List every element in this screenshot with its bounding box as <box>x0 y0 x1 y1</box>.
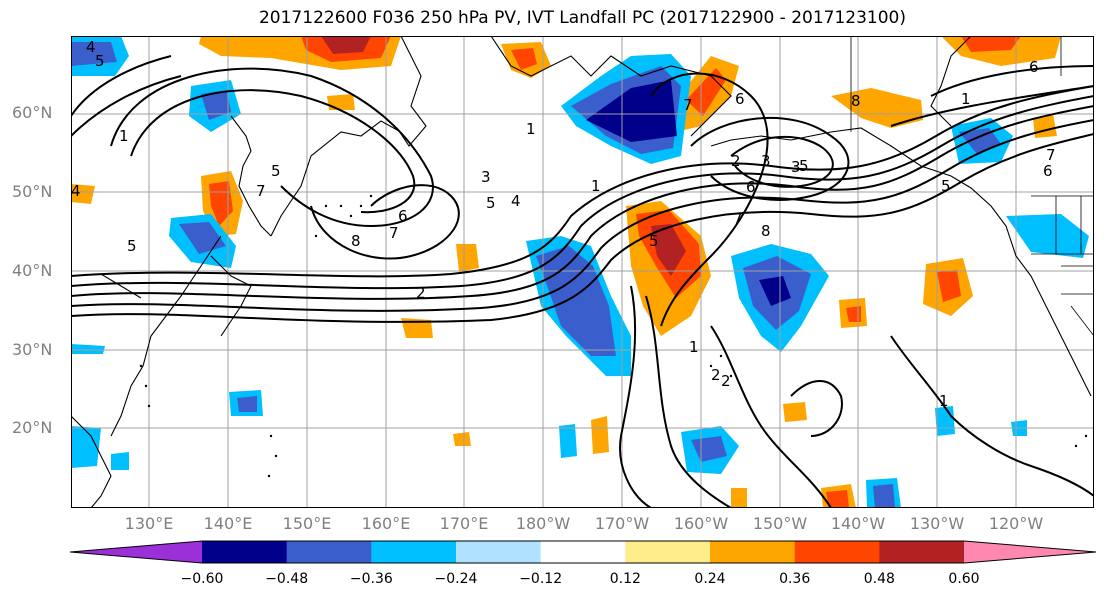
lon-label-180w: 180°W <box>515 514 571 533</box>
colorbar-bin <box>710 541 796 563</box>
contour-label: 2 <box>731 152 741 170</box>
colorbar-bin <box>456 541 542 563</box>
contour-label: 1 <box>939 392 949 410</box>
colorbar-tick-label: 0.36 <box>779 571 811 587</box>
contour-label: 5 <box>649 232 659 250</box>
colorbar-tick-label: −0.36 <box>349 571 393 587</box>
contour-label: 3 <box>761 152 771 170</box>
contour-label: 4 <box>511 192 521 210</box>
lon-label-160w: 160°W <box>673 514 729 533</box>
lat-label-40n: 40°N <box>12 261 53 280</box>
political-borders <box>850 36 1094 337</box>
contour-label: 1 <box>689 338 699 356</box>
contour-label: 7 <box>1046 146 1056 164</box>
contour-label: 5 <box>127 237 137 255</box>
colorbar-tick-label: 0.60 <box>948 571 980 587</box>
contour-label: 1 <box>526 120 536 138</box>
contour-label: 5 <box>95 52 105 70</box>
lat-label-20n: 20°N <box>12 418 53 437</box>
contour-label: 7 <box>389 224 399 242</box>
colorbar-tick-label: −0.12 <box>519 571 563 587</box>
contour-label: 2 <box>721 372 731 390</box>
contour-label: 6 <box>1043 162 1053 180</box>
lon-label-150w: 150°W <box>752 514 808 533</box>
lon-label-170e: 170°E <box>439 514 489 533</box>
contour-label: 1 <box>961 90 971 108</box>
contour-label: 5 <box>486 194 496 212</box>
contour-label: 4 <box>71 182 81 200</box>
colorbar-tick-label: 0.24 <box>694 571 726 587</box>
contour-label: 6 <box>1029 58 1039 76</box>
contour-label: 8 <box>351 232 361 250</box>
ivt-contours <box>71 55 1094 508</box>
contour-label: 7 <box>733 210 743 228</box>
colorbar-bin <box>286 541 372 563</box>
colorbar-bin <box>70 541 202 563</box>
colorbar-tick-label: −0.24 <box>434 571 478 587</box>
lon-label-140w: 140°W <box>830 514 886 533</box>
colorbar-tick-label: 0.48 <box>863 571 895 587</box>
colorbar-bin <box>794 541 880 563</box>
contour-label: 6 <box>735 90 745 108</box>
contour-label: 6 <box>398 207 408 225</box>
colorbar <box>70 540 1096 564</box>
lon-label-120w: 120°W <box>988 514 1044 533</box>
contour-label: 1 <box>119 127 129 145</box>
colorbar-bin <box>964 541 1096 563</box>
colorbar-tick-label: 0.12 <box>609 571 641 587</box>
contour-label: 4 <box>86 38 96 56</box>
lon-label-170w: 170°W <box>594 514 650 533</box>
lon-label-130w: 130°W <box>909 514 965 533</box>
lon-label-150e: 150°E <box>282 514 332 533</box>
contour-label: 7 <box>256 182 266 200</box>
contour-labels: 4 5 6 8 7 5 4 3 2 1 5 8 7 6 1 2 3 6 7 5 … <box>71 38 1056 410</box>
colorbar-bin <box>371 541 457 563</box>
map-panel: 4 5 6 8 7 5 4 3 2 1 5 8 7 6 1 2 3 6 7 5 … <box>71 36 1094 508</box>
colorbar-bin <box>879 541 965 563</box>
contour-label: 5 <box>799 157 809 175</box>
colorbar-bin <box>540 541 626 563</box>
lat-label-50n: 50°N <box>12 182 53 201</box>
contour-label: 2 <box>416 284 426 302</box>
islands <box>139 194 1088 478</box>
lon-label-140e: 140°E <box>203 514 253 533</box>
lon-label-160e: 160°E <box>361 514 411 533</box>
contour-label: 1 <box>591 177 601 195</box>
colorbar-bin <box>202 541 288 563</box>
contour-label: 3 <box>481 168 491 186</box>
contour-label: 5 <box>941 177 951 195</box>
plot-title: 2017122600 F036 250 hPa PV, IVT Landfall… <box>258 8 906 28</box>
contour-label: 5 <box>271 162 281 180</box>
map-frame <box>71 36 1094 508</box>
contour-label: 3 <box>791 158 801 176</box>
colorbar-tick-label: −0.60 <box>180 571 224 587</box>
colorbar-outline <box>70 540 1096 564</box>
contour-label: 7 <box>683 96 693 114</box>
lat-label-30n: 30°N <box>12 340 53 359</box>
lat-label-60n: 60°N <box>12 103 53 122</box>
lon-label-130e: 130°E <box>124 514 174 533</box>
contour-label: 2 <box>711 366 721 384</box>
contour-label: 8 <box>761 222 771 240</box>
contour-label: 6 <box>746 178 756 196</box>
colorbar-tick-label: −0.48 <box>265 571 309 587</box>
contour-label: 8 <box>851 92 861 110</box>
colorbar-bin <box>625 541 711 563</box>
